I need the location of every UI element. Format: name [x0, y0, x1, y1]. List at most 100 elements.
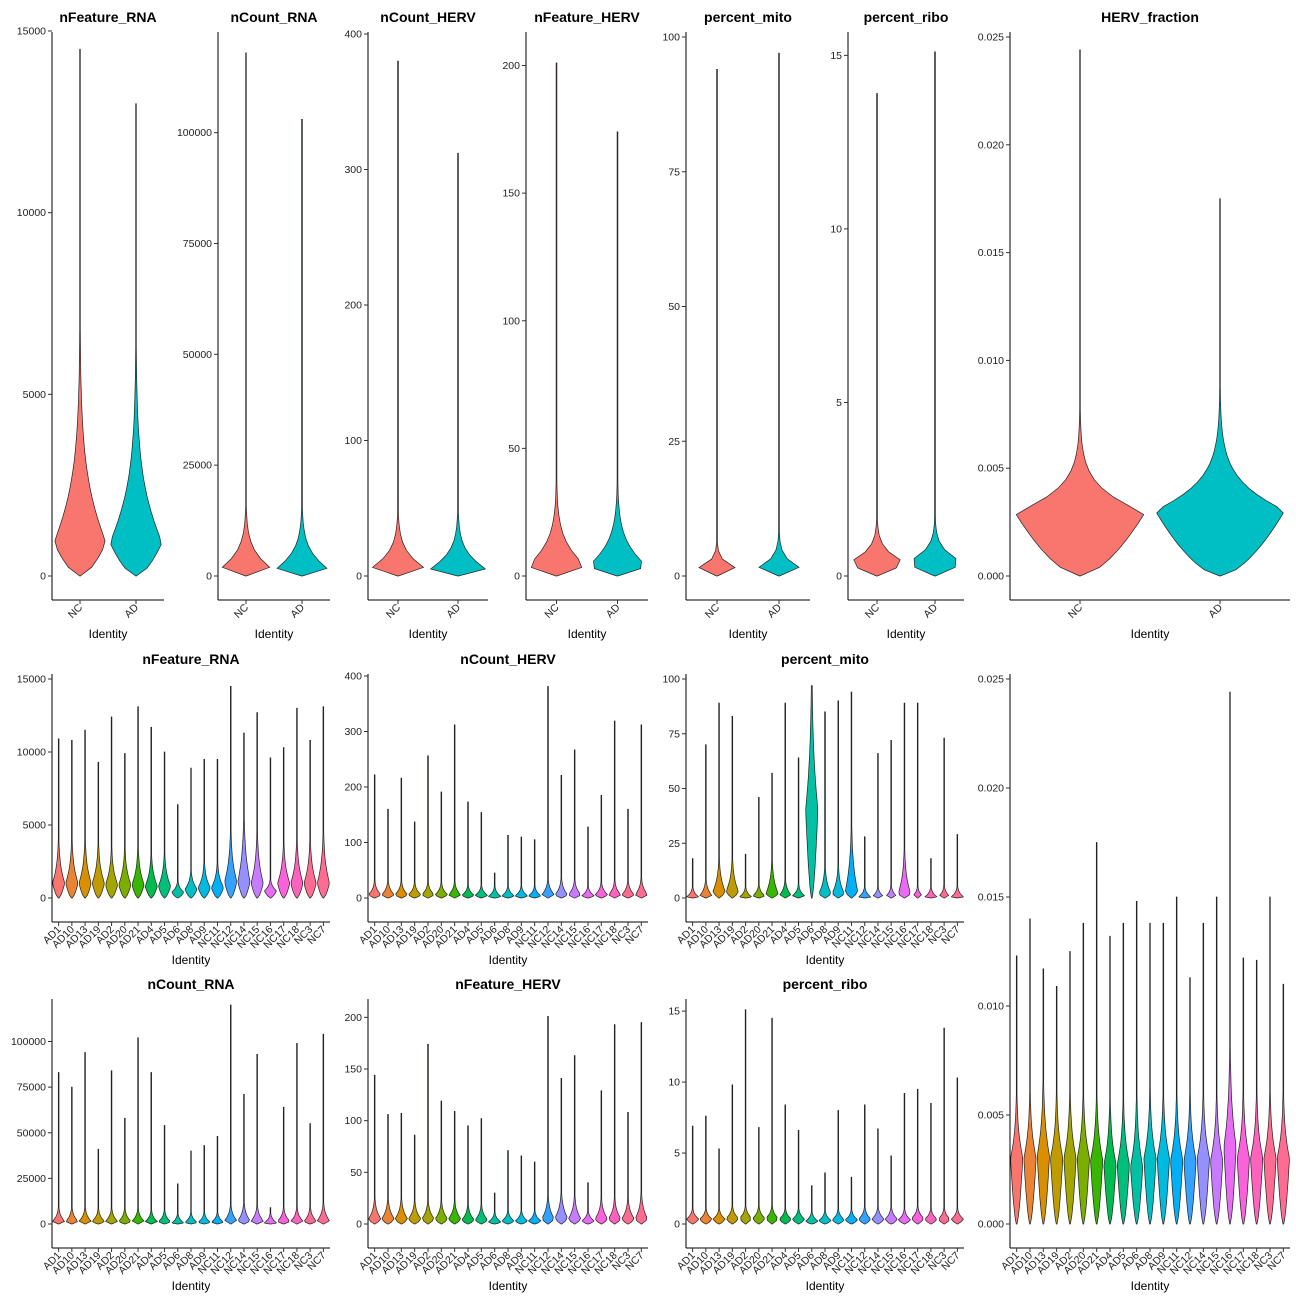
- violin-NC18: [608, 720, 621, 899]
- violin-AD1: [368, 774, 381, 899]
- violin-NC12: [1183, 977, 1197, 1225]
- violin-AD8: [502, 1150, 514, 1225]
- panel-title: nCount_HERV: [460, 651, 556, 667]
- y-tick-label: 25000: [17, 1173, 46, 1185]
- violin-AD19: [726, 715, 739, 899]
- violin-AD21: [1090, 842, 1104, 1225]
- violin-NC11: [528, 839, 541, 899]
- violin-NC12: [224, 1004, 238, 1225]
- y-tick-label: 0: [356, 893, 362, 905]
- violin-AD19: [408, 821, 421, 899]
- violin-NC11: [1170, 896, 1183, 1225]
- violin-AD10: [699, 744, 713, 899]
- violin-NC14: [555, 774, 568, 899]
- violin-AD9: [832, 700, 844, 899]
- y-tick-label: 0.025: [978, 32, 1004, 44]
- violin-AD1: [52, 1072, 65, 1225]
- x-tick-label: NC: [703, 601, 723, 621]
- violin-NC14: [238, 1094, 250, 1225]
- x-axis-label: Identity: [887, 627, 926, 641]
- x-tick-label: NC: [863, 601, 883, 621]
- violin-NC16: [897, 1093, 911, 1225]
- violin-AD2: [105, 716, 118, 899]
- violin-NC15: [885, 1155, 898, 1225]
- violin-AD1: [686, 1125, 700, 1225]
- violin-AD21: [448, 724, 461, 899]
- x-axis-label: Identity: [729, 627, 768, 641]
- violin-AD21: [766, 1017, 778, 1225]
- violin-AD8: [184, 767, 198, 899]
- violin-NC12: [858, 836, 872, 899]
- violin-AD4: [462, 1125, 474, 1225]
- y-tick-label: 400: [344, 671, 362, 683]
- x-tick-label: AD: [1206, 601, 1225, 620]
- violin-AD2: [105, 1070, 118, 1225]
- y-tick-label: 10: [830, 223, 842, 235]
- y-tick-label: 150: [502, 188, 520, 200]
- violin-AD5: [475, 1118, 488, 1225]
- violin-NC7: [950, 1077, 964, 1225]
- violin-AD2: [422, 755, 434, 899]
- violin-AD6: [487, 1192, 502, 1225]
- violin-AD19: [408, 1134, 421, 1225]
- violin-AD10: [1023, 918, 1037, 1225]
- violin-AD20: [118, 753, 131, 899]
- x-axis-label: Identity: [1131, 627, 1170, 641]
- y-tick-label: 10000: [17, 747, 46, 759]
- violin-AD21: [131, 706, 145, 899]
- panel-title: percent_ribo: [864, 9, 949, 25]
- violin-panel-7: HERV_fraction 0.000 0.005 0.010 0.015 0.020 0.…: [978, 9, 1290, 641]
- violin-AD8: [1143, 922, 1157, 1225]
- violin-NC: [698, 68, 736, 577]
- violin-AD13: [712, 702, 726, 899]
- x-axis-label: Identity: [489, 1279, 528, 1293]
- violin-AD6: [487, 872, 502, 899]
- violin-NC7: [1276, 983, 1290, 1225]
- violin-NC18: [924, 858, 938, 899]
- violin-AD4: [144, 726, 158, 899]
- y-tick-label: 10000: [17, 207, 46, 219]
- y-tick-label: 5: [836, 397, 842, 409]
- violin-NC14: [237, 732, 251, 899]
- violin-AD2: [1063, 951, 1077, 1225]
- y-tick-label: 0.020: [978, 783, 1004, 795]
- y-tick-label: 400: [344, 29, 362, 41]
- violin-AD4: [1103, 935, 1117, 1225]
- violin-AD13: [395, 1113, 408, 1225]
- violin-NC12: [859, 1104, 871, 1225]
- violin-NC17: [594, 794, 608, 899]
- violin-AD19: [92, 761, 105, 899]
- violin-AD1: [368, 1074, 382, 1225]
- violin-NC11: [211, 1136, 224, 1225]
- violin-AD20: [435, 1100, 448, 1225]
- violin-AD8: [818, 1172, 832, 1225]
- x-axis-label: Identity: [89, 627, 128, 641]
- violin-NC15: [250, 712, 264, 899]
- violin-AD5: [158, 751, 171, 899]
- violin-AD5: [474, 812, 488, 899]
- y-tick-label: 5: [674, 1148, 680, 1160]
- violin-AD1: [1010, 955, 1023, 1225]
- y-tick-label: 0.015: [978, 892, 1004, 904]
- violin-NC18: [1250, 959, 1264, 1225]
- y-tick-label: 0: [40, 1219, 46, 1231]
- panel-title: percent_ribo: [783, 976, 868, 992]
- y-tick-label: 150: [344, 1064, 362, 1076]
- violin-NC16: [263, 1207, 278, 1225]
- violin-NC14: [871, 1128, 885, 1225]
- violin-AD5: [158, 1125, 171, 1225]
- violin-panel-13: percent_ribo051015AD1AD10AD13AD19AD2AD20…: [668, 976, 964, 1293]
- y-tick-label: 100000: [177, 127, 212, 139]
- violin-NC3: [1263, 896, 1277, 1225]
- violin-AD: [758, 52, 800, 577]
- panel-title: HERV_fraction: [1101, 9, 1199, 25]
- violin-AD10: [699, 1115, 712, 1225]
- x-tick-label: AD: [921, 601, 940, 620]
- violin-AD9: [832, 1110, 845, 1225]
- violin-AD: [913, 51, 957, 577]
- y-tick-label: 200: [344, 300, 362, 312]
- violin-panel-5: percent_mito 0 25 50 75 100 NC AD Identity: [662, 9, 810, 641]
- x-tick-label: AD: [765, 601, 784, 620]
- panel-title: nFeature_HERV: [534, 9, 640, 25]
- violin-AD8: [819, 711, 831, 899]
